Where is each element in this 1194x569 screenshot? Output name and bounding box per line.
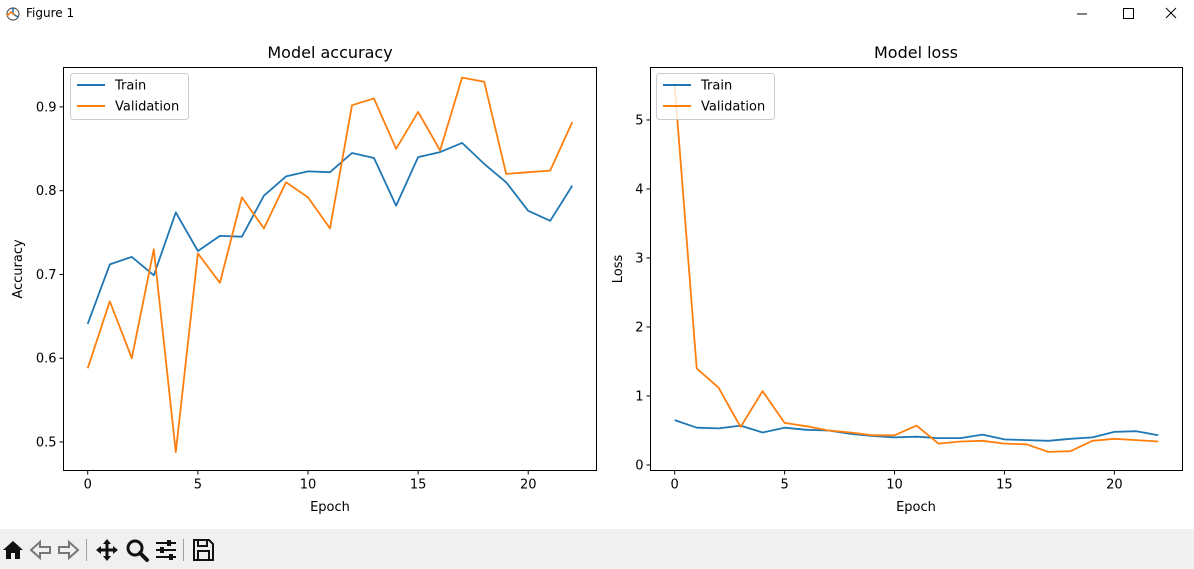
accuracy-subplot: Model accuracy Epoch Accuracy 0 5 10 15 20 0.…: [11, 43, 597, 515]
series-line-validation: [86, 76, 574, 454]
accuracy-x-axis-label: Epoch: [310, 500, 350, 515]
figure-canvas: Model accuracy Epoch Accuracy 0 5 10 15 200.…: [11, 43, 1183, 515]
legend-validation-label: Validation: [115, 100, 179, 115]
y-tick-label: 0.5: [36, 436, 57, 451]
loss-x-axis-label: Epoch: [896, 500, 936, 515]
y-tick-label: 4: [635, 182, 643, 197]
toolbar-separator: [183, 539, 184, 561]
accuracy-lines: [86, 76, 574, 454]
home-icon[interactable]: [0, 537, 26, 563]
accuracy-plot-frame: [63, 67, 597, 471]
series-line-train: [674, 419, 1159, 442]
maximize-icon[interactable]: [1105, 0, 1151, 28]
x-tick-label: 15: [996, 478, 1013, 493]
y-tick-label: 5: [635, 113, 643, 128]
y-tick-label: 3: [635, 251, 643, 266]
y-tick-label: 1: [635, 389, 643, 404]
accuracy-y-axis-label: Accuracy: [11, 239, 26, 299]
y-tick-label: 0: [635, 458, 643, 473]
loss-plot-frame: [650, 67, 1183, 471]
window-title: Figure 1: [26, 6, 75, 20]
back-icon[interactable]: [28, 537, 54, 563]
x-tick-label: 10: [300, 478, 317, 493]
accuracy-chart-title: Model accuracy: [267, 43, 392, 62]
y-tick-label: 0.7: [36, 268, 57, 283]
x-tick-label: 5: [780, 478, 788, 493]
loss-lines: [673, 85, 1159, 453]
loss-legend: Train Validation: [656, 73, 775, 120]
loss-chart-title: Model loss: [874, 43, 958, 62]
legend-train-label: Train: [114, 79, 146, 94]
minimize-icon[interactable]: [1059, 0, 1105, 28]
y-tick-label: 0.6: [36, 352, 57, 367]
x-tick-label: 15: [410, 478, 427, 493]
save-icon[interactable]: [190, 537, 216, 563]
app-icon: [6, 7, 20, 21]
legend-validation-label: Validation: [701, 100, 765, 115]
series-line-train: [86, 142, 574, 325]
loss-ticks: 0 5 10 15 20 0 1 2 3 4 5: [635, 113, 1122, 492]
legend-train-label: Train: [700, 79, 732, 94]
navigation-toolbar: [0, 529, 1194, 569]
y-tick-label: 2: [635, 320, 643, 335]
close-icon[interactable]: [1148, 0, 1194, 28]
zoom-icon[interactable]: [124, 537, 150, 563]
x-tick-label: 0: [671, 478, 679, 493]
x-tick-label: 5: [194, 478, 202, 493]
x-tick-label: 0: [84, 478, 92, 493]
x-tick-label: 20: [1106, 478, 1123, 493]
window-titlebar: Figure 1: [0, 0, 1194, 28]
accuracy-legend: Train Validation: [70, 73, 189, 120]
x-tick-label: 20: [520, 478, 537, 493]
toolbar-separator: [86, 539, 87, 561]
y-tick-label: 0.8: [36, 184, 57, 199]
loss-y-axis-label: Loss: [611, 255, 626, 284]
series-line-validation: [673, 85, 1159, 453]
pan-icon[interactable]: [94, 537, 120, 563]
accuracy-ticks: 0 5 10 15 20 0.5 0.6 0.7 0.8 0.9: [36, 100, 537, 492]
loss-subplot: Model loss Epoch Loss 0 5 10 15 20 0 1 2 3 4 5 Tra…: [611, 43, 1183, 515]
y-tick-label: 0.9: [36, 100, 57, 115]
forward-icon[interactable]: [55, 537, 81, 563]
x-tick-label: 10: [886, 478, 903, 493]
configure-subplots-icon[interactable]: [153, 537, 179, 563]
